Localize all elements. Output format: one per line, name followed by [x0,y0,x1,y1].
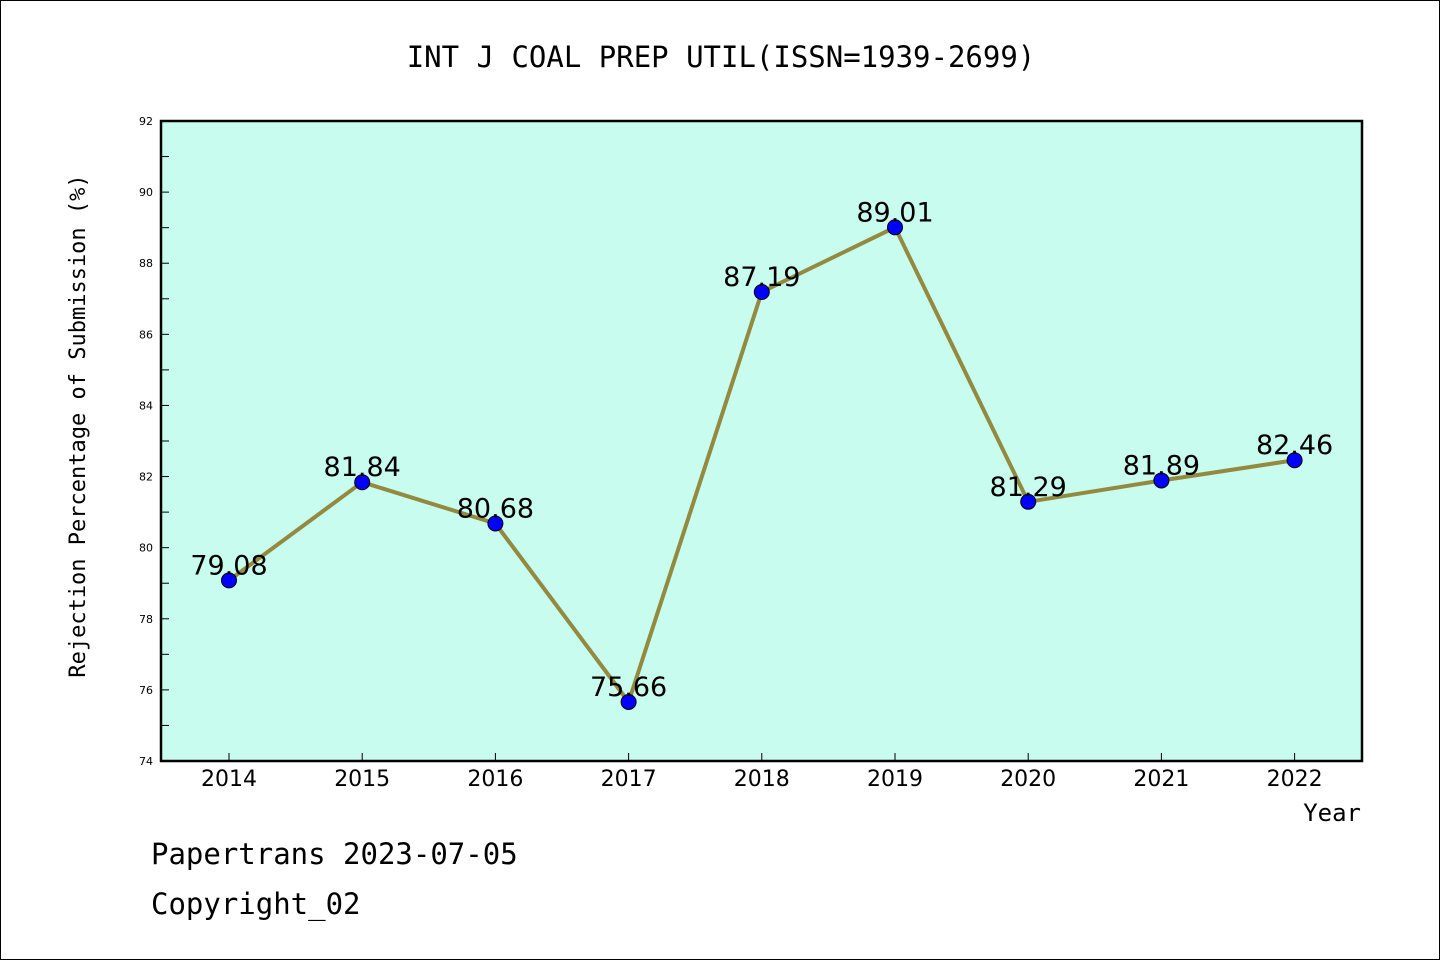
x-tick-label: 2020 [1000,767,1056,792]
data-label: 82.46 [1256,430,1333,461]
y-tick-label: 82 [139,471,153,484]
data-label: 75.66 [590,672,667,703]
data-labels: 79.08 81.84 80.68 75.66 87.19 89.01 81.29 81.89… [190,197,1333,703]
y-tick-label: 88 [139,257,153,270]
data-point [1286,452,1303,469]
y-tick-label: 86 [139,328,153,341]
x-tick-label: 2019 [867,767,923,792]
data-label: 81.29 [990,472,1067,503]
series-markers [221,219,1303,710]
data-point [221,572,237,589]
x-tick-label: 2017 [601,767,657,792]
data-label: 81.89 [1123,450,1200,481]
plot-area [161,121,1362,761]
x-axis-ticks: 2014 2015 2016 2017 2018 2019 2020 2021 2022 [201,753,1323,792]
y-axis-label: Rejection Percentage of Submission (%) [66,174,91,677]
footer-date: Papertrans 2023-07-05 [151,837,518,871]
chart-title: INT J COAL PREP UTIL(ISSN=1939-2699) [407,40,1036,74]
data-point [620,693,637,710]
data-label: 80.68 [457,493,534,524]
y-tick-label: 90 [139,186,153,199]
footer-copyright: Copyright_02 [151,887,361,921]
data-point [487,515,504,532]
data-label: 87.19 [723,262,800,293]
x-tick-label: 2015 [334,767,390,792]
x-tick-label: 2018 [734,767,790,792]
y-tick-label: 78 [139,613,153,626]
x-tick-label: 2014 [201,767,257,792]
x-tick-label: 2016 [467,767,523,792]
x-tick-label: 2022 [1267,767,1323,792]
data-point [1153,472,1170,489]
x-tick-label: 2021 [1133,767,1189,792]
data-label: 79.08 [190,550,267,581]
data-point [753,284,770,301]
x-axis-label: Year [1303,799,1361,827]
data-point [1020,493,1037,510]
y-axis-ticks: 74 76 78 80 82 84 86 88 90 92 [139,115,169,768]
data-point [887,219,903,236]
y-tick-label: 76 [139,684,153,697]
y-tick-label: 74 [139,755,153,768]
plot-border [159,119,1364,763]
y-tick-label: 80 [139,542,153,555]
y-tick-label: 84 [139,399,153,412]
y-tick-label: 92 [139,115,153,128]
data-label: 89.01 [856,197,933,228]
data-point [354,474,371,491]
data-label: 81.84 [324,452,401,483]
